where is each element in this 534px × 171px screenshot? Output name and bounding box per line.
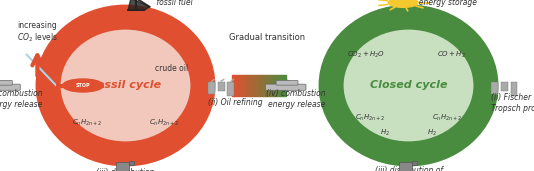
Bar xyxy=(263,75,264,96)
Bar xyxy=(236,75,238,96)
Text: (iv) combustion
energy release: (iv) combustion energy release xyxy=(266,89,326,109)
Bar xyxy=(282,75,284,96)
Bar xyxy=(234,75,236,96)
Bar xyxy=(238,75,239,96)
Bar xyxy=(399,162,412,171)
Text: crude oil: crude oil xyxy=(155,64,189,73)
Bar xyxy=(268,75,270,96)
Bar xyxy=(284,75,286,96)
Text: $C_nH_{2n+2}$: $C_nH_{2n+2}$ xyxy=(355,113,385,123)
Bar xyxy=(241,75,243,96)
Text: Gradual transition: Gradual transition xyxy=(229,33,305,42)
Bar xyxy=(511,82,517,96)
Text: $C_nH_{2n+2}$: $C_nH_{2n+2}$ xyxy=(72,118,102,128)
Bar xyxy=(218,82,225,91)
Ellipse shape xyxy=(65,32,186,139)
Bar xyxy=(271,75,273,96)
Text: Fossil cycle: Fossil cycle xyxy=(90,81,161,90)
Ellipse shape xyxy=(348,32,469,139)
Text: (iii) distribution of
  renewable fuels: (iii) distribution of renewable fuels xyxy=(374,166,443,171)
Bar xyxy=(280,75,282,96)
FancyBboxPatch shape xyxy=(0,80,12,85)
Circle shape xyxy=(62,79,103,92)
Bar xyxy=(245,75,247,96)
Bar xyxy=(250,75,252,96)
Bar xyxy=(247,75,248,96)
Bar xyxy=(227,82,234,96)
Bar xyxy=(239,75,241,96)
Text: Closed cycle: Closed cycle xyxy=(370,81,447,90)
Text: $H_2$: $H_2$ xyxy=(380,128,390,139)
Text: STOP: STOP xyxy=(76,83,90,88)
Text: $CO_2 + H_2O$: $CO_2 + H_2O$ xyxy=(347,50,385,60)
Text: $C_nH_{2n+2}$: $C_nH_{2n+2}$ xyxy=(432,113,462,123)
Ellipse shape xyxy=(331,17,486,154)
Bar xyxy=(255,75,257,96)
Text: $C_nH_{2n+2}$: $C_nH_{2n+2}$ xyxy=(149,118,179,128)
Polygon shape xyxy=(128,0,150,10)
Bar xyxy=(270,75,271,96)
Bar xyxy=(254,75,255,96)
Bar xyxy=(275,75,277,96)
Bar xyxy=(264,75,266,96)
Text: (i) sunlight –
  energy storage: (i) sunlight – energy storage xyxy=(414,0,477,7)
Bar xyxy=(491,82,498,94)
Bar xyxy=(208,82,215,94)
Text: (ii) Fischer -
Tropsch process: (ii) Fischer - Tropsch process xyxy=(491,93,534,113)
Bar xyxy=(116,162,129,171)
Bar xyxy=(129,161,134,165)
Bar xyxy=(277,75,279,96)
Text: $CO + H_2$: $CO + H_2$ xyxy=(437,50,466,60)
Bar xyxy=(248,75,250,96)
Text: (iv) combustion
energy release: (iv) combustion energy release xyxy=(0,89,43,109)
Text: increasing
$CO_2$ levels: increasing $CO_2$ levels xyxy=(17,21,58,44)
Bar xyxy=(412,161,417,165)
Bar xyxy=(232,75,234,96)
Bar xyxy=(266,75,268,96)
Bar xyxy=(273,75,275,96)
Text: $H_2$: $H_2$ xyxy=(427,128,437,139)
Text: (i) extraction of
    fossil fuel: (i) extraction of fossil fuel xyxy=(147,0,206,7)
Bar xyxy=(257,75,259,96)
Bar xyxy=(261,75,263,96)
Bar xyxy=(252,75,254,96)
Bar xyxy=(259,75,261,96)
FancyBboxPatch shape xyxy=(0,84,20,90)
Bar xyxy=(243,75,245,96)
Bar xyxy=(279,75,280,96)
FancyBboxPatch shape xyxy=(265,84,306,90)
FancyBboxPatch shape xyxy=(276,80,298,85)
Text: (iii) distribution
  of liquid fuel: (iii) distribution of liquid fuel xyxy=(96,168,155,171)
Bar xyxy=(501,82,508,91)
Ellipse shape xyxy=(48,17,203,154)
Circle shape xyxy=(388,0,418,7)
Text: (ii) Oil refining: (ii) Oil refining xyxy=(208,98,263,107)
